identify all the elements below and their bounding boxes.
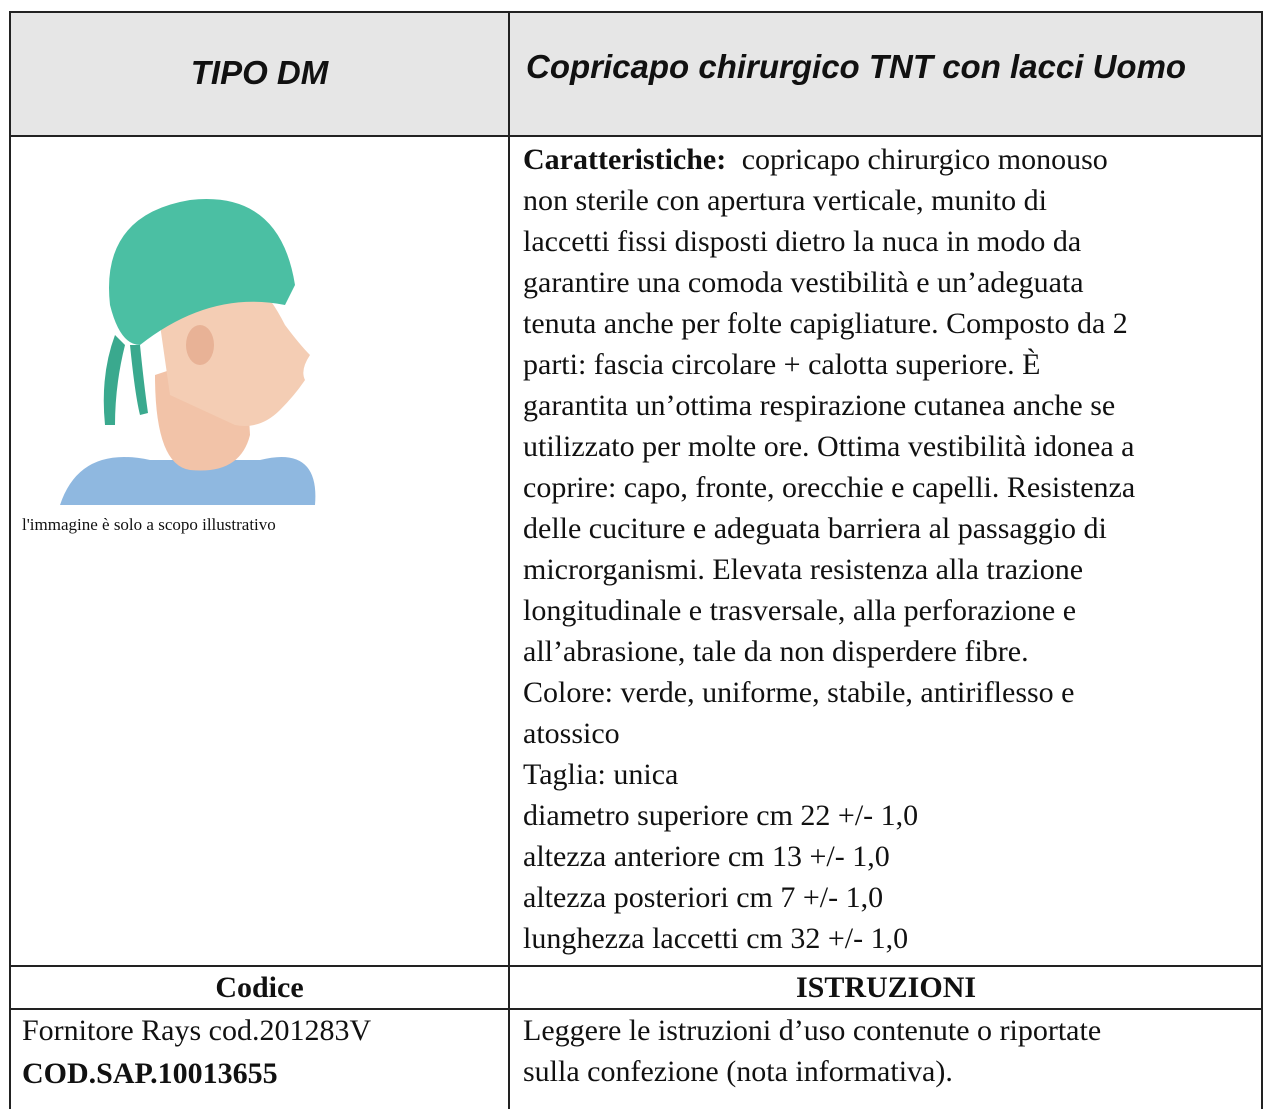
description-line: coprire: capo, fronte, orecchie e capell… xyxy=(523,471,1136,504)
description-line: Taglia: unica xyxy=(523,758,679,791)
description-line: lunghezza laccetti cm 32 +/- 1,0 xyxy=(523,922,909,955)
description-line: parti: fascia circolare + calotta superi… xyxy=(523,348,1041,381)
header-bg xyxy=(10,12,1262,135)
description-line: utilizzato per molte ore. Ottima vestibi… xyxy=(523,430,1135,463)
instructions-header: ISTRUZIONI xyxy=(795,971,977,1004)
instructions: Leggere le istruzioni d’uso contenute o … xyxy=(523,1010,1101,1092)
type-label: TIPO DM xyxy=(190,54,329,91)
border xyxy=(10,1008,1263,1010)
description-line: non sterile con apertura verticale, muni… xyxy=(523,184,1047,217)
image-caption: l'immagine è solo a scopo illustrativo xyxy=(22,515,276,534)
description-line: copricapo chirurgico monouso xyxy=(741,143,1108,176)
description-line: delle cuciture e adeguata barriera al pa… xyxy=(523,512,1107,545)
description: Caratteristiche: copricapo chirurgico mo… xyxy=(523,139,1135,959)
description-line: altezza posteriori cm 7 +/- 1,0 xyxy=(523,881,884,914)
description-line: diametro superiore cm 22 +/- 1,0 xyxy=(523,799,919,832)
code-header: Codice xyxy=(215,971,304,1004)
border xyxy=(10,965,1263,967)
description-line: atossico xyxy=(523,717,620,750)
instructions-line: Leggere le istruzioni d’uso contenute o … xyxy=(523,1014,1102,1047)
description-line: longitudinale e trasversale, alla perfor… xyxy=(523,594,1077,627)
description-line: garantire una comoda vestibilità e un’ad… xyxy=(523,266,1084,299)
product-name: Copricapo chirurgico TNT con lacci Uomo xyxy=(526,48,1187,85)
description-line: tenuta anche per folte capigliature. Com… xyxy=(523,307,1128,340)
description-line: altezza anteriore cm 13 +/- 1,0 xyxy=(523,840,890,873)
product-image xyxy=(60,199,316,505)
instructions-line: sulla confezione (nota informativa). xyxy=(523,1055,953,1088)
supplier: Fornitore Rays cod.201283V xyxy=(22,1014,372,1047)
description-label: Caratteristiche: xyxy=(523,143,727,176)
border xyxy=(10,11,1263,13)
description-line: microrganismi. Elevata resistenza alla t… xyxy=(523,553,1084,586)
sap-code: COD.SAP.10013655 xyxy=(22,1057,278,1090)
border xyxy=(9,11,11,1109)
border xyxy=(10,135,1263,137)
description-line: all’abrasione, tale da non disperdere fi… xyxy=(523,635,1029,668)
border xyxy=(508,11,510,1109)
border xyxy=(1261,11,1263,1109)
description-line: Colore: verde, uniforme, stabile, antiri… xyxy=(523,676,1075,709)
description-line: garantita un’ottima respirazione cutanea… xyxy=(523,389,1116,422)
description-line: laccetti fissi disposti dietro la nuca i… xyxy=(523,225,1082,258)
